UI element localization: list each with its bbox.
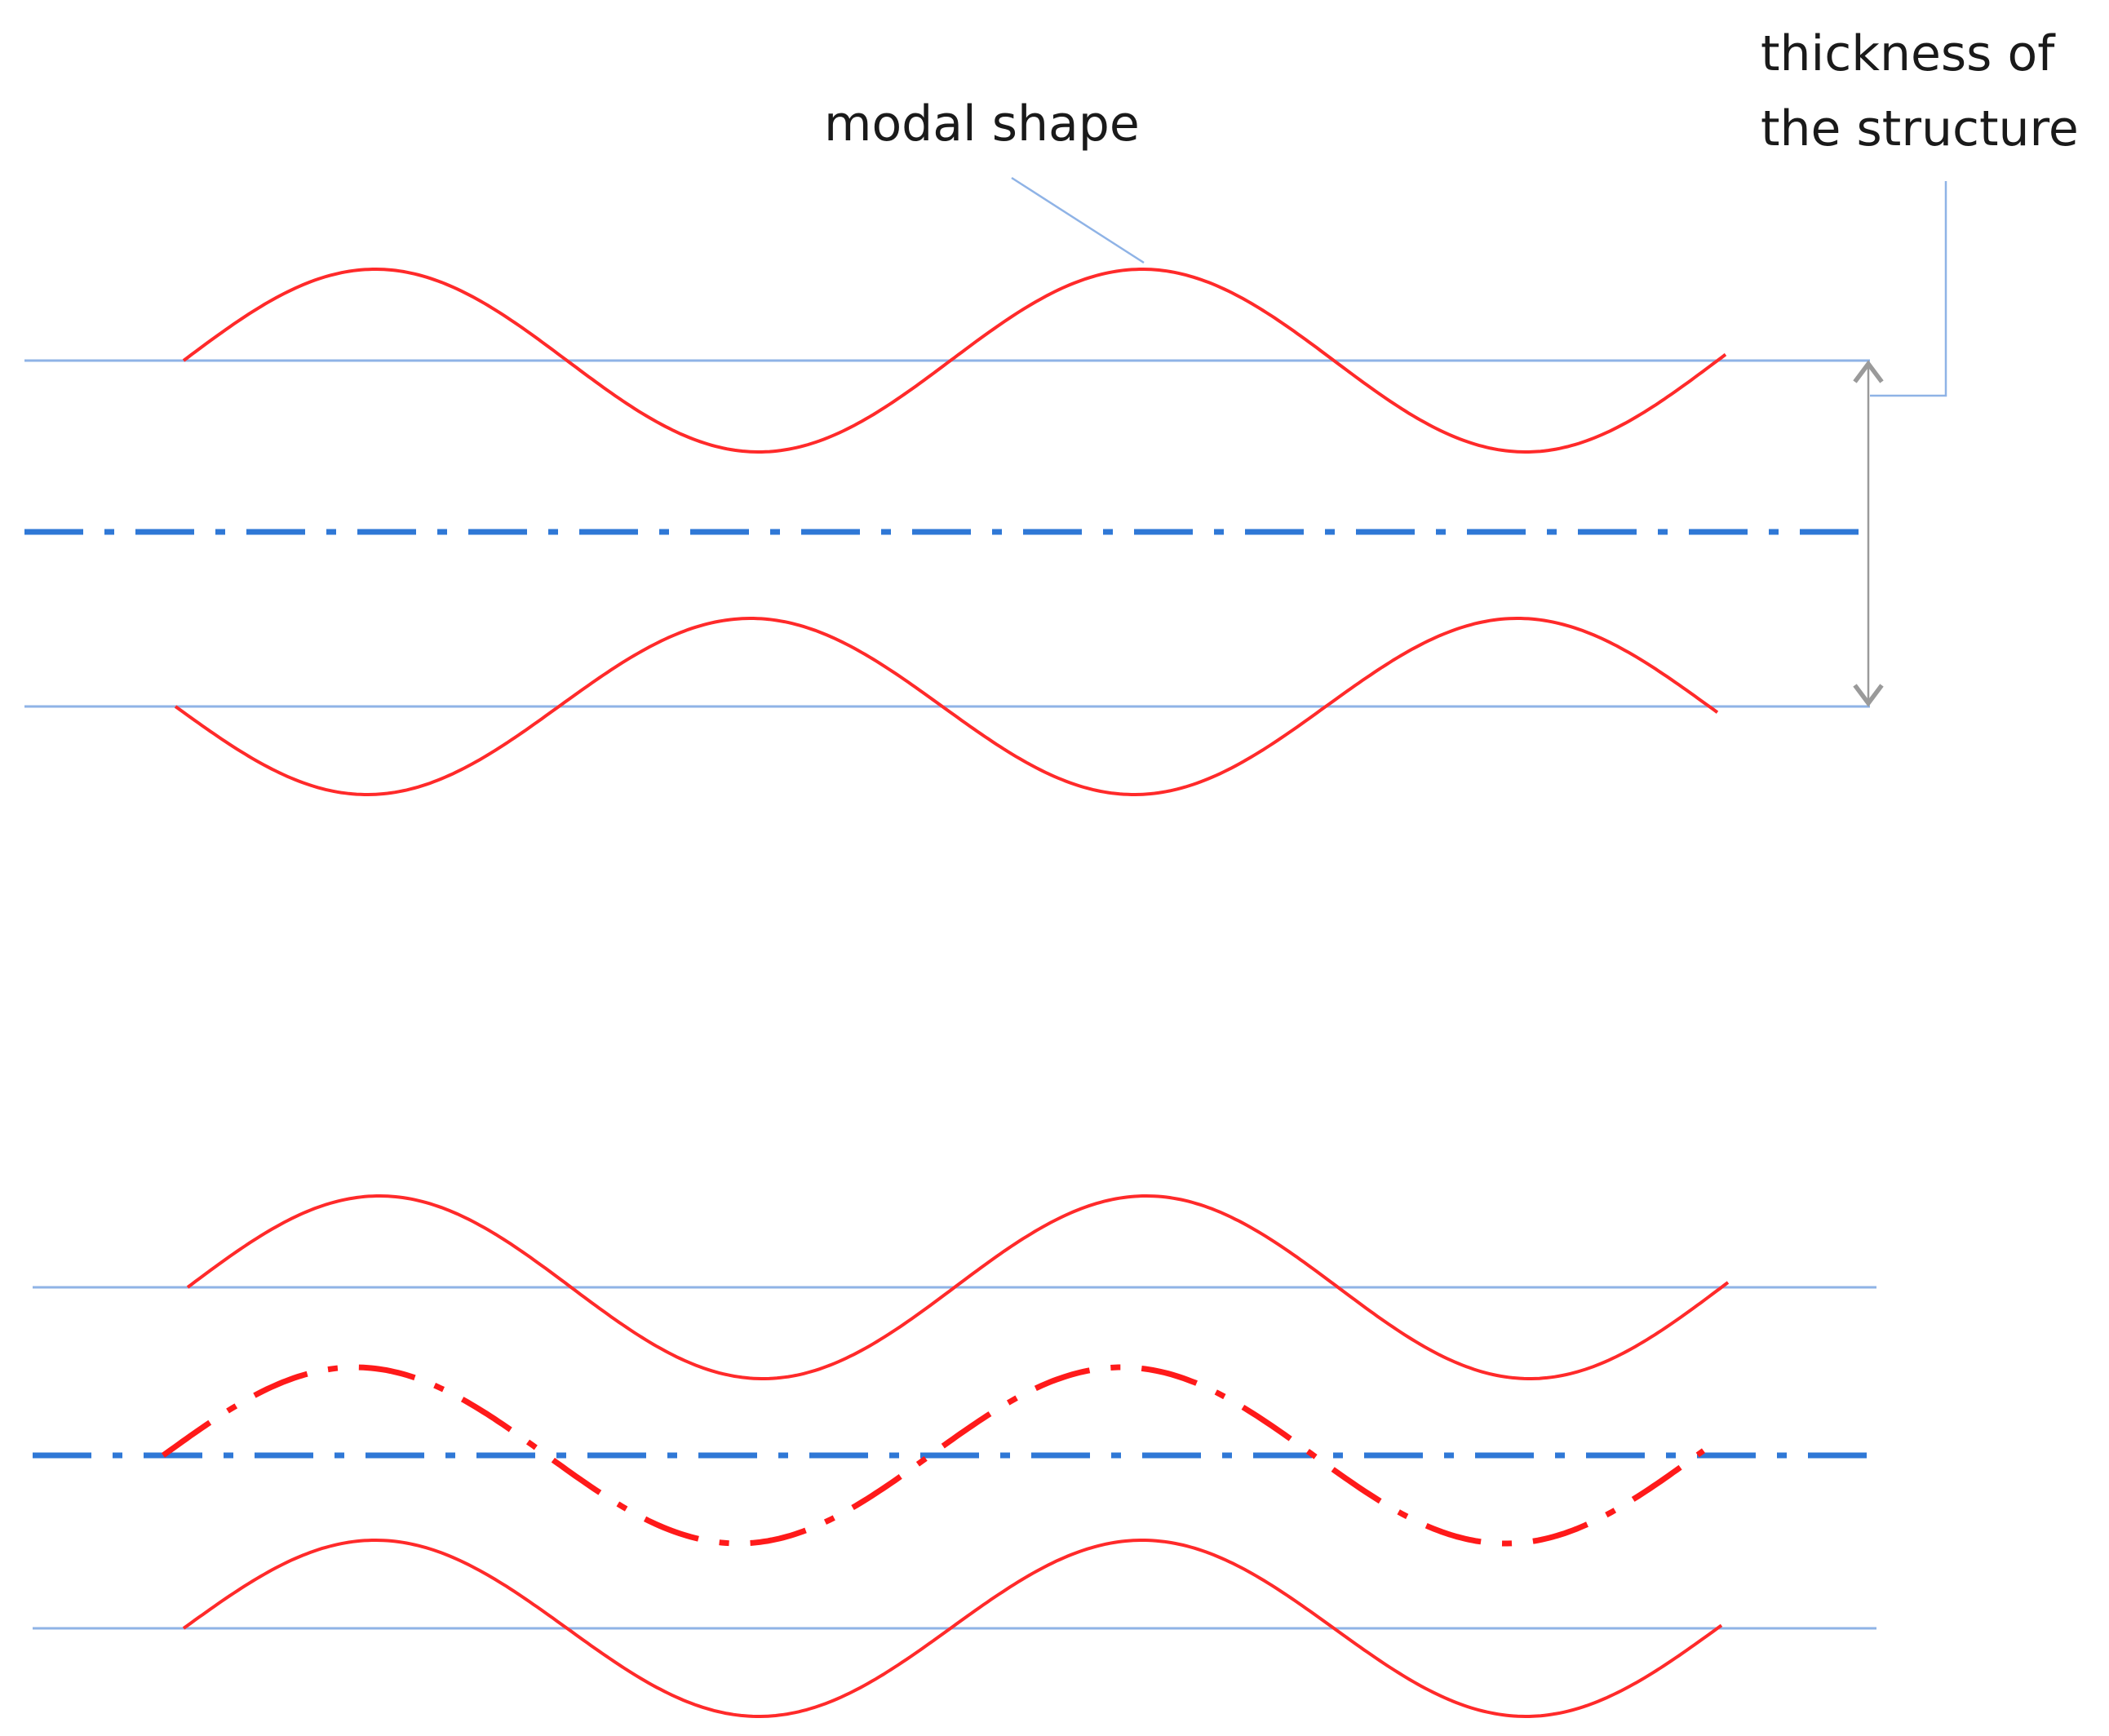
- top-lower-modal-curve: [174, 617, 1719, 796]
- thickness-label-line2: the structure: [1761, 100, 2079, 157]
- bottom-mid-modal-curve: [161, 1364, 1706, 1547]
- thickness-label-line1: thickness of: [1761, 25, 2056, 82]
- bottom-figure: [33, 1194, 1876, 1718]
- modal-shape-label: modal shape: [824, 95, 1140, 153]
- bottom-lower-modal-curve: [182, 1539, 1723, 1718]
- top-figure: [24, 268, 1884, 796]
- modal-shape-leader: [1011, 176, 1145, 264]
- thickness-leader: [1870, 181, 1947, 397]
- top-upper-modal-curve: [182, 268, 1727, 454]
- bottom-upper-modal-curve: [186, 1194, 1730, 1380]
